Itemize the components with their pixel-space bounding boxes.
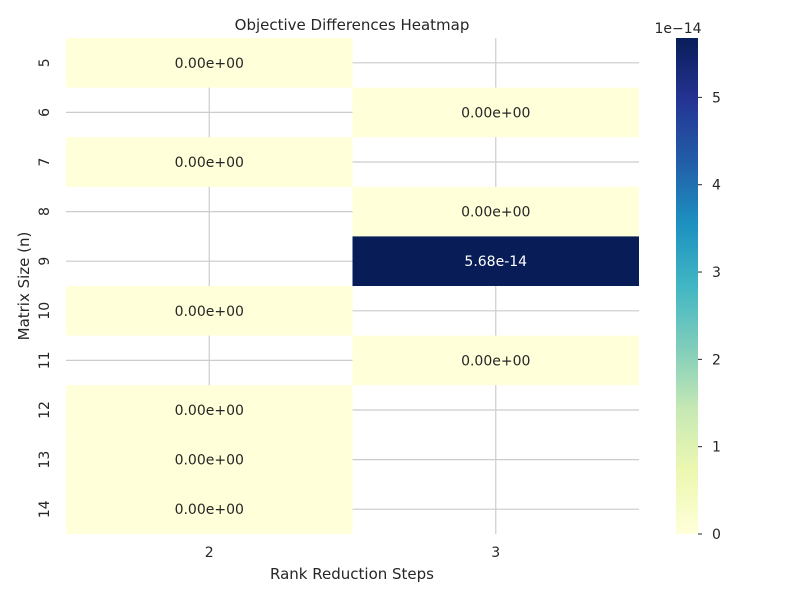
y-tick-labels: 5 6 7 8 9 10 11 12 13 14 bbox=[37, 58, 53, 518]
cell-label: 0.00e+00 bbox=[461, 105, 530, 121]
cell-label: 0.00e+00 bbox=[461, 353, 530, 369]
cell-label: 0.00e+00 bbox=[175, 403, 244, 419]
cell-label: 5.68e-14 bbox=[464, 254, 527, 270]
x-axis-label: Rank Reduction Steps bbox=[270, 565, 434, 583]
y-tick-label: 14 bbox=[37, 500, 53, 518]
cell-label: 0.00e+00 bbox=[175, 502, 244, 518]
heatmap-cell bbox=[352, 236, 639, 286]
x-tick-label: 2 bbox=[205, 545, 214, 561]
colorbar-tick-label: 4 bbox=[712, 178, 721, 194]
y-tick-label: 6 bbox=[37, 108, 53, 117]
cell-label: 0.00e+00 bbox=[175, 453, 244, 469]
heatmap-cell bbox=[66, 137, 353, 187]
y-tick-label: 11 bbox=[37, 351, 53, 369]
heatmap-cell bbox=[66, 484, 353, 534]
y-tick-label: 7 bbox=[37, 158, 53, 167]
x-tick-label: 3 bbox=[491, 545, 500, 561]
y-tick-label: 9 bbox=[37, 257, 53, 266]
cell-label: 0.00e+00 bbox=[175, 56, 244, 72]
heatmap-cell bbox=[66, 38, 353, 88]
y-tick-label: 5 bbox=[37, 58, 53, 67]
heatmap-cell bbox=[352, 335, 639, 386]
colorbar-tick-label: 5 bbox=[712, 90, 721, 106]
cell-label: 0.00e+00 bbox=[175, 155, 244, 171]
heatmap-cell bbox=[66, 286, 353, 336]
colorbar-tick-label: 1 bbox=[712, 440, 721, 456]
chart-title: Objective Differences Heatmap bbox=[235, 16, 470, 34]
colorbar-tick-label: 0 bbox=[712, 527, 721, 543]
cell-label: 0.00e+00 bbox=[461, 205, 530, 221]
colorbar-multiplier: 1e−14 bbox=[654, 21, 701, 37]
heatmap-cell bbox=[66, 434, 353, 485]
heatmap-cell bbox=[352, 186, 639, 237]
heatmap-cell bbox=[352, 87, 639, 138]
colorbar bbox=[676, 38, 698, 534]
cell-labels: 0.00e+00 0.00e+00 0.00e+00 0.00e+00 5.68e-14… bbox=[175, 56, 531, 518]
heatmap-cells bbox=[66, 38, 639, 534]
y-tick-label: 10 bbox=[37, 302, 53, 320]
y-axis-label: Matrix Size (n) bbox=[15, 232, 33, 341]
colorbar-ticks: 0 1 2 3 4 5 bbox=[698, 90, 721, 543]
colorbar-tick-label: 2 bbox=[712, 352, 721, 368]
y-tick-label: 13 bbox=[37, 451, 53, 469]
y-tick-label: 12 bbox=[37, 401, 53, 419]
y-tick-label: 8 bbox=[37, 207, 53, 216]
heatmap-cell bbox=[66, 385, 353, 435]
cell-label: 0.00e+00 bbox=[175, 304, 244, 320]
colorbar-tick-label: 3 bbox=[712, 265, 721, 281]
